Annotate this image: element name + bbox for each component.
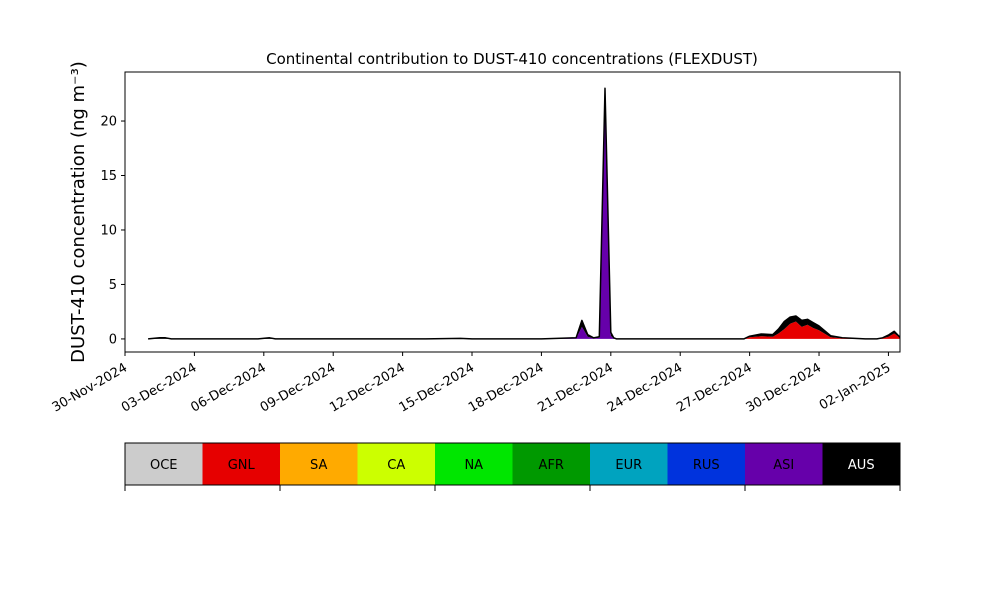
legend-label-ca: CA	[387, 458, 405, 473]
legend-label-sa: SA	[310, 458, 327, 473]
legend-label-asi: ASI	[773, 458, 794, 473]
legend-label-afr: AFR	[539, 458, 564, 473]
legend-label-gnl: GNL	[228, 458, 256, 473]
y-tick-label: 20	[100, 115, 117, 130]
legend-label-rus: RUS	[693, 458, 720, 473]
x-tick-label: 06-Dec-2024	[188, 360, 268, 415]
legend-colorbar: OCE GNL SA CA NA AFR EUR RUS ASI AUS	[124, 442, 901, 491]
legend-swatch-rus	[667, 443, 745, 485]
legend-label-na: NA	[464, 458, 483, 473]
legend-swatch-sa	[280, 443, 358, 485]
legend-label-aus: AUS	[848, 458, 875, 473]
x-tick-label: 03-Dec-2024	[119, 360, 199, 415]
x-tick-label: 09-Dec-2024	[258, 360, 338, 415]
legend-swatch-afr	[512, 443, 590, 485]
x-tick-label: 30-Nov-2024	[50, 360, 130, 415]
legend-swatch-asi	[745, 443, 823, 485]
x-tick-label: 30-Dec-2024	[744, 360, 824, 415]
y-tick-label: 15	[100, 169, 117, 184]
legend-swatch-aus	[822, 443, 900, 485]
y-tick-label: 5	[109, 278, 117, 293]
legend-swatch-oce	[125, 443, 203, 485]
y-axis-label: DUST-410 concentration (ng m⁻³)	[68, 61, 89, 363]
x-tick-label: 24-Dec-2024	[605, 360, 685, 415]
x-tick-label: 21-Dec-2024	[535, 360, 615, 415]
plot-area: 0 5 10 15 20 30-Nov-202403-Dec-202406-Dec-202…	[50, 71, 901, 416]
total-outline	[148, 87, 901, 340]
plot-frame	[124, 71, 901, 353]
y-tick-label: 10	[100, 223, 117, 238]
legend-label-eur: EUR	[615, 458, 642, 473]
x-tick-label: 27-Dec-2024	[674, 360, 754, 415]
series-area-aus	[148, 88, 901, 339]
legend-label-oce: OCE	[150, 458, 178, 473]
series-area-gnl	[148, 321, 901, 339]
chart-title: Continental contribution to DUST-410 con…	[266, 50, 758, 68]
series-area-asi	[148, 99, 901, 339]
legend-frame	[124, 442, 901, 486]
legend-swatch-eur	[590, 443, 668, 485]
legend-swatch-ca	[357, 443, 435, 485]
y-tick-label: 0	[109, 332, 117, 347]
legend-swatch-na	[435, 443, 513, 485]
x-tick-label: 12-Dec-2024	[327, 360, 407, 415]
x-tick-label: 02-Jan-2025	[817, 360, 894, 413]
x-tick-label: 15-Dec-2024	[397, 360, 477, 415]
x-tick-label: 18-Dec-2024	[466, 360, 546, 415]
legend-swatch-gnl	[202, 443, 280, 485]
